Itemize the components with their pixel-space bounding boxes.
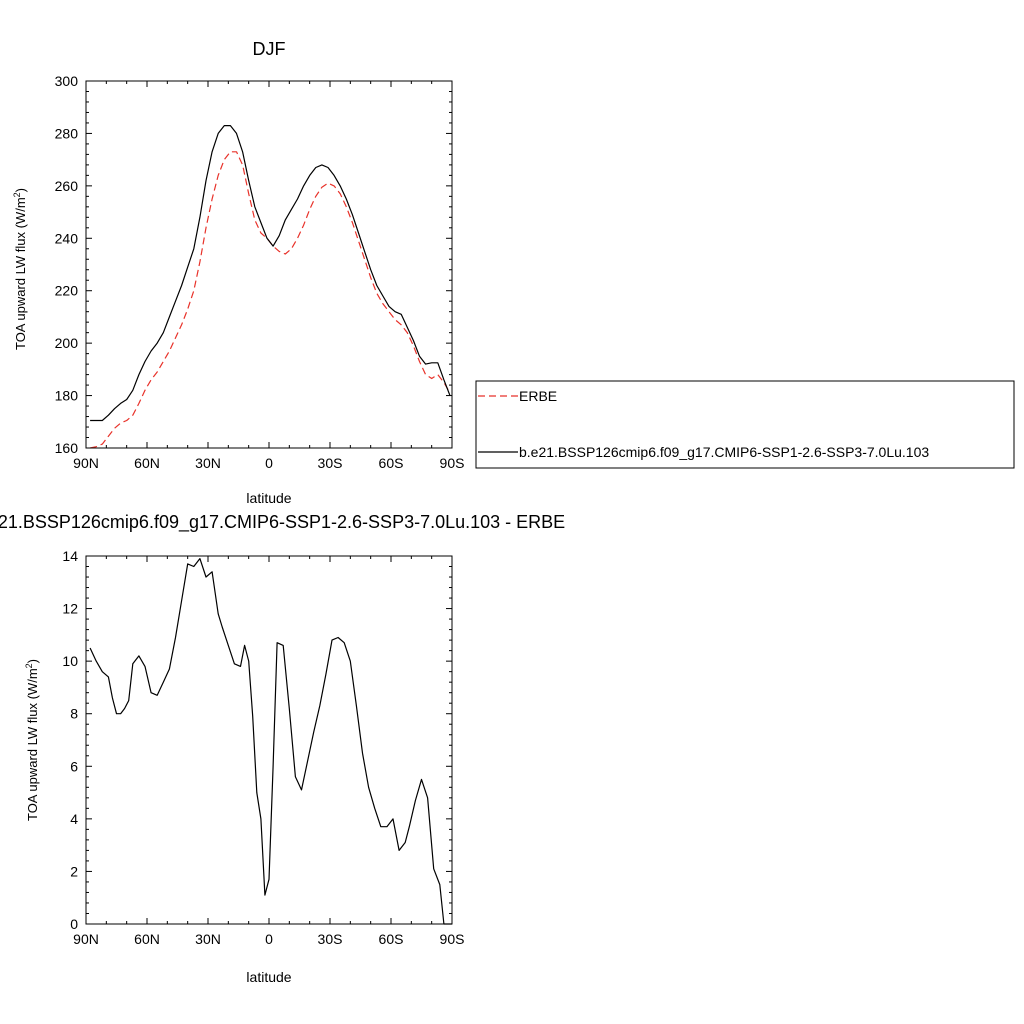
x-tick-label: 90S bbox=[440, 931, 465, 947]
legend: ERBE b.e21.BSSP126cmip6.f09_g17.CMIP6-SS… bbox=[475, 380, 1015, 469]
y-tick-label: 200 bbox=[55, 335, 79, 351]
y-axis-label-top: TOA upward LW flux (W/m2) bbox=[12, 188, 28, 350]
x-tick-label: 60N bbox=[134, 931, 160, 947]
series-line-bottom-0 bbox=[89, 557, 452, 925]
chart-title-top: DJF bbox=[253, 39, 286, 59]
y-tick-label: 160 bbox=[55, 440, 79, 456]
y-tick-label: 240 bbox=[55, 230, 79, 246]
x-tick-label: 30N bbox=[195, 455, 221, 471]
x-axis-label-top: latitude bbox=[246, 490, 291, 506]
x-tick-label: 90S bbox=[440, 455, 465, 471]
y-axis-label-bottom: TOA upward LW flux (W/m2) bbox=[24, 659, 40, 821]
panel-bottom: b.e21.BSSP126cmip6.f09_g17.CMIP6-SSP1-2.… bbox=[0, 512, 565, 985]
y-tick-label: 220 bbox=[55, 283, 79, 299]
x-tick-label: 60S bbox=[379, 931, 404, 947]
y-tick-label: 6 bbox=[70, 758, 78, 774]
y-tick-label: 4 bbox=[70, 811, 78, 827]
y-tick-label: 180 bbox=[55, 388, 79, 404]
x-tick-label: 90N bbox=[73, 455, 99, 471]
x-tick-label: 60N bbox=[134, 455, 160, 471]
y-tick-label: 14 bbox=[62, 548, 78, 564]
y-tick-label: 12 bbox=[62, 601, 78, 617]
x-tick-label: 0 bbox=[265, 931, 273, 947]
chart-title-bottom: b.e21.BSSP126cmip6.f09_g17.CMIP6-SSP1-2.… bbox=[0, 512, 565, 533]
y-tick-label: 2 bbox=[70, 863, 78, 879]
panel-top: DJF TOA upward LW flux (W/m2) latitude 1… bbox=[12, 39, 464, 506]
y-tick-label: 280 bbox=[55, 125, 79, 141]
x-tick-label: 30S bbox=[318, 931, 343, 947]
x-axis-label-bottom: latitude bbox=[246, 969, 291, 985]
legend-label-erbe: ERBE bbox=[519, 388, 557, 404]
ticks-top: 160 180 200 220 240 260 280 300 90N 60N 30N 0 30S 60S… bbox=[55, 73, 465, 471]
legend-label-model: b.e21.BSSP126cmip6.f09_g17.CMIP6-SSP1-2.… bbox=[519, 444, 929, 460]
x-tick-label: 30S bbox=[318, 455, 343, 471]
y-tick-label: 260 bbox=[55, 178, 79, 194]
y-tick-label: 0 bbox=[70, 916, 78, 932]
plot-frame-bottom bbox=[85, 555, 453, 925]
ticks-bottom: 0 2 4 6 8 10 12 14 90N 60N 30N 0 30S 60S 90S bbox=[62, 548, 464, 947]
x-tick-label: 90N bbox=[73, 931, 99, 947]
series-layer-top bbox=[89, 124, 451, 449]
y-tick-label: 10 bbox=[62, 653, 78, 669]
x-tick-label: 0 bbox=[265, 455, 273, 471]
y-tick-label: 8 bbox=[70, 706, 78, 722]
y-tick-label: 300 bbox=[55, 73, 79, 89]
legend-box bbox=[475, 380, 1015, 469]
plot-frame-top bbox=[85, 80, 453, 449]
series-line-top-1 bbox=[90, 124, 451, 422]
series-layer-bottom bbox=[89, 557, 452, 925]
series-line-top-0 bbox=[89, 151, 451, 449]
x-tick-label: 30N bbox=[195, 931, 221, 947]
x-tick-label: 60S bbox=[379, 455, 404, 471]
